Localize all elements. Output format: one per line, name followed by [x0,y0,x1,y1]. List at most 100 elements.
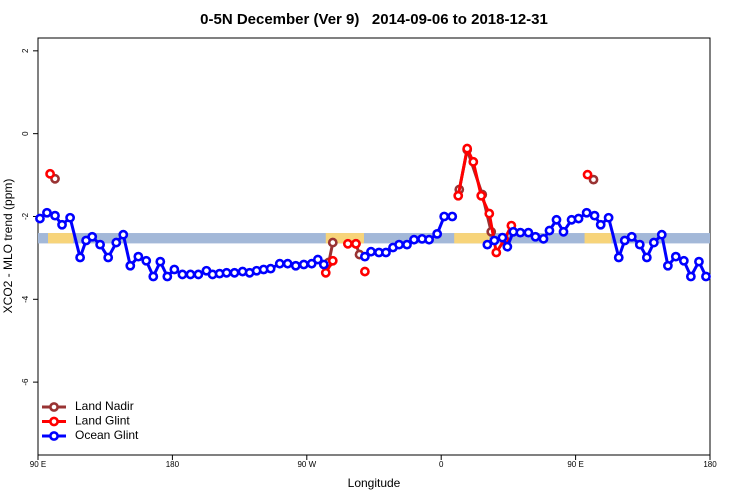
data-point [656,229,667,240]
data-point [193,269,204,280]
data-point [447,211,458,222]
data-point [75,252,86,263]
data-point [573,213,584,224]
legend-label: Ocean Glint [75,428,139,442]
data-point [603,212,614,223]
data-point [402,239,412,250]
data-point [162,271,173,282]
data-point [626,231,637,242]
data-point [613,252,624,263]
data-point [588,174,599,185]
data-point [489,235,500,246]
legend-marker [49,402,59,412]
data-point [57,219,67,230]
data-point [169,264,180,275]
data-point [141,255,152,266]
data-point [558,226,569,237]
data-point [342,238,353,249]
data-point [290,260,301,271]
data-point [648,237,659,248]
data-point [229,267,240,278]
data-point [50,210,60,221]
data-point [491,247,502,258]
land-span [325,233,364,244]
data-point [581,207,592,218]
data-point [497,232,508,243]
data-point [359,251,370,262]
data-point [282,258,293,269]
data-point [641,252,652,263]
data-point [502,241,513,252]
legend-marker [49,431,59,441]
data-point [312,254,323,265]
data-point [327,237,338,248]
data-point [619,235,630,246]
data-point [453,190,464,201]
data-point [538,233,549,244]
data-point [221,267,232,278]
data-point [432,228,443,239]
data-point [45,168,55,179]
data-point [670,251,681,262]
data-point [381,247,391,258]
y-tick-label: -6 [21,378,30,386]
x-tick-label: 90 W [297,460,316,469]
data-point [118,229,129,240]
y-tick-label: 0 [21,131,30,136]
series-line [38,211,708,278]
x-tick-label: 180 [703,460,717,469]
data-point [65,212,76,223]
series-line [329,150,594,263]
data-point [42,207,52,218]
data-point [468,156,479,167]
data-point [185,269,196,280]
data-point [125,260,136,271]
data-point [595,219,606,230]
legend-label: Land Glint [75,414,130,428]
data-point [327,255,338,266]
y-tick-label: 2 [21,48,30,53]
data-point [103,252,114,263]
data-point [359,266,370,277]
data-point [694,256,704,267]
data-point [35,213,45,224]
data-point [685,271,696,282]
data-point [320,267,331,278]
data-point [582,169,593,180]
y-tick-label: -2 [21,212,30,220]
data-point [678,255,689,266]
data-point [148,271,159,282]
data-point [662,260,673,271]
land-span [584,233,612,244]
legend-marker [49,416,59,427]
data-point [133,251,144,262]
data-point [424,234,435,245]
data-point [462,143,473,154]
data-point [544,225,555,236]
data-point [530,231,541,242]
data-point [589,210,600,221]
data-point [87,231,98,242]
x-tick-label: 0 [439,460,444,469]
y-tick-label: -4 [21,295,30,303]
data-point [482,239,493,250]
data-point [394,239,404,250]
data-point [155,256,166,267]
data-point [515,227,526,238]
data-point [701,271,711,282]
data-point [551,214,562,225]
data-point [95,239,106,250]
land-span [454,233,490,244]
data-point [409,234,419,245]
x-tick-label: 180 [166,460,180,469]
x-axis-label: Longitude [348,476,401,490]
data-point [351,238,361,249]
data-point [177,269,188,280]
data-point [484,208,495,219]
data-point [274,258,285,269]
data-point [265,263,276,274]
data-point [298,259,309,270]
land-span [48,233,74,244]
data-point [318,259,329,270]
